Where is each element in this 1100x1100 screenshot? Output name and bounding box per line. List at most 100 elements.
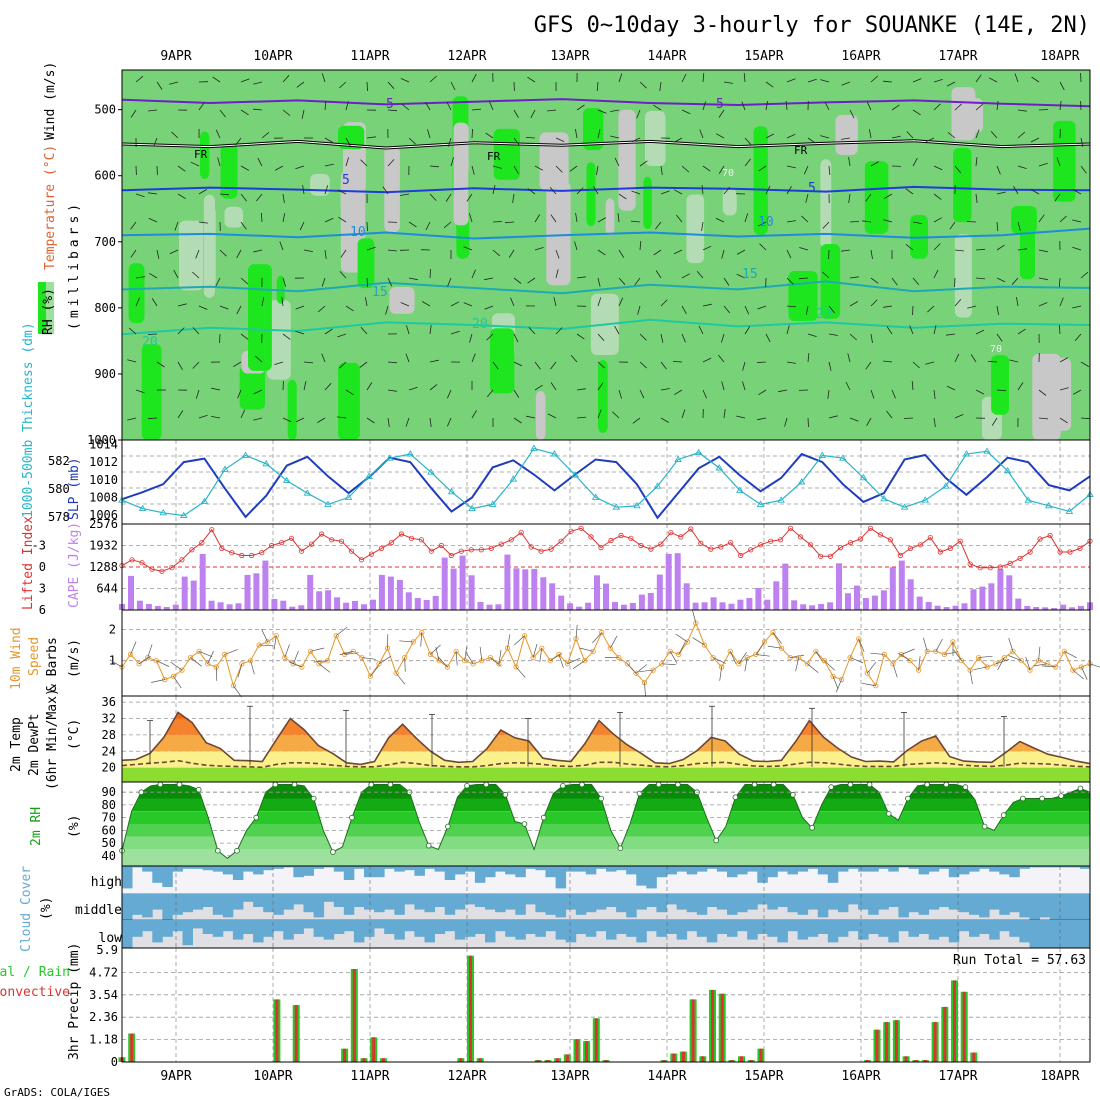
wind-barb-10m: [109, 659, 123, 668]
rh-patch: [1053, 357, 1072, 431]
wind-barb: [463, 302, 473, 307]
rh-patch: [962, 98, 983, 133]
cape-bar: [755, 588, 762, 610]
wind-barb: [576, 104, 585, 111]
cloud-high-label: high: [91, 875, 122, 890]
wind-barb: [884, 193, 893, 199]
cape-bar: [629, 603, 636, 610]
precip-panel: 01.182.363.544.725.9 Run Total = 57.63 T…: [0, 943, 1091, 1069]
lifted-index-point: [568, 528, 574, 534]
ylabel-wind-units: (m/s): [67, 639, 82, 678]
cloud-bar: [505, 866, 516, 875]
cloud-bar: [192, 894, 204, 910]
date-label-top: 16APR: [841, 49, 880, 64]
cloud-bar: [444, 920, 456, 932]
rh-patch: [224, 206, 243, 228]
wind-barb: [933, 243, 941, 251]
wind-barb-10m: [807, 663, 819, 673]
wind-barb: [702, 389, 707, 399]
wind-barb: [597, 361, 605, 369]
wind-barb-10m: [532, 644, 538, 658]
cape-bar: [226, 604, 233, 610]
cloud-bar: [222, 894, 234, 918]
wind-barb: [219, 193, 230, 196]
wind-barb: [448, 137, 452, 147]
wind-barb: [1038, 389, 1047, 396]
rh-patch: [535, 391, 546, 440]
wind-barb: [321, 277, 326, 287]
wind-barb: [471, 269, 476, 279]
wind-barb: [946, 81, 956, 87]
wind-barb-10m: [224, 649, 238, 655]
wind-barb: [147, 417, 158, 420]
wind-speed-point: [873, 683, 879, 689]
lifted-index-point: [159, 568, 165, 574]
wind-barb: [744, 137, 752, 145]
wind-barb: [681, 409, 686, 419]
wind-barb: [255, 355, 263, 363]
convective-precip-bar: [662, 1060, 666, 1062]
cloud-bar: [263, 920, 274, 937]
wind-barb-10m: [978, 655, 993, 658]
thickness-point: [1065, 507, 1074, 514]
rh-point: [157, 781, 164, 788]
thickness-point: [385, 454, 394, 461]
cloud-bar: [1039, 894, 1051, 918]
wind-barb: [636, 109, 641, 119]
date-label-bottom: 9APR: [160, 1069, 191, 1084]
wind-barb: [130, 221, 137, 230]
cloud-bar: [646, 866, 657, 889]
wind-barb: [660, 417, 669, 423]
cloud-bar: [999, 920, 1010, 932]
rh-patch: [722, 188, 737, 216]
wind-barb: [576, 276, 586, 279]
wind-speed-point: [1061, 648, 1067, 654]
date-label-bottom: 10APR: [253, 1069, 292, 1084]
cloud-bar: [938, 894, 950, 907]
wind-barb: [799, 247, 809, 251]
cloud-bar: [908, 920, 919, 937]
cloud-bar: [1059, 920, 1071, 948]
wind-barb: [805, 305, 809, 315]
wind-barb: [324, 163, 334, 167]
lifted-index-point: [598, 544, 604, 551]
cape-bar: [495, 604, 502, 610]
cloud-bar: [464, 894, 476, 905]
wind-barb: [1059, 297, 1064, 307]
wind-barb: [786, 220, 796, 223]
contour-label: 20: [816, 307, 832, 322]
wind-barb-10m: [691, 609, 697, 624]
rh-patch: [357, 238, 375, 289]
wind-speed-point: [521, 633, 528, 639]
lifted-index-point: [498, 541, 504, 547]
wind-barb: [803, 165, 809, 175]
rh-band: [122, 824, 1090, 837]
wind-barb: [177, 361, 183, 370]
cape-bar: [567, 603, 574, 610]
lifted-index-point: [378, 545, 385, 552]
rh-point: [291, 781, 298, 788]
wind-barb: [177, 193, 186, 200]
cloud-bar: [374, 894, 385, 913]
cloud-bar: [918, 894, 930, 915]
wind-barb: [1017, 248, 1027, 251]
thickness-point: [365, 472, 373, 479]
lifted-index-point: [448, 552, 454, 559]
wind-barb-10m: [795, 657, 800, 672]
cloud-bar: [797, 866, 809, 872]
wind-barb: [946, 333, 956, 336]
wind-barb: [975, 389, 985, 395]
thickness-point: [406, 450, 415, 457]
wind-barb: [528, 327, 536, 335]
lifted-index-point: [638, 542, 644, 549]
cloud-bar: [958, 866, 970, 875]
cloud-bar: [827, 894, 839, 910]
wind-barb: [195, 389, 200, 399]
thickness-point: [550, 450, 559, 457]
wind-barb-10m: [237, 663, 243, 678]
rh-patch: [645, 110, 666, 166]
cloud-bar: [626, 920, 637, 937]
wind-barb: [366, 382, 373, 391]
thickness-point: [900, 503, 909, 510]
